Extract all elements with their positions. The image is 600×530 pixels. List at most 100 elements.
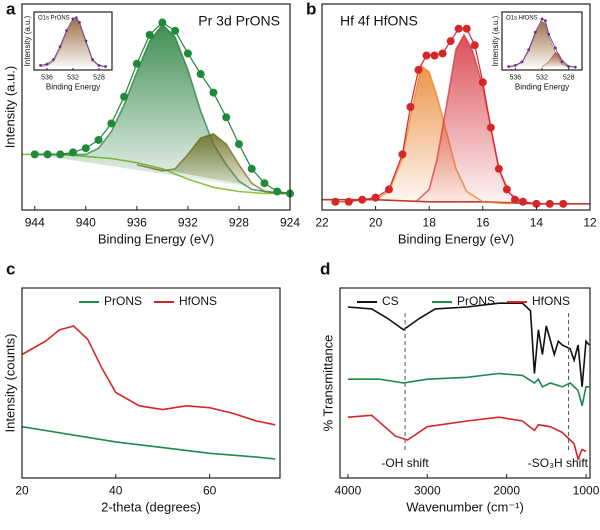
- data-point: [486, 123, 495, 132]
- data-point: [78, 21, 81, 24]
- data-point: [454, 24, 463, 33]
- x-tick-label: 12: [583, 215, 597, 229]
- x-tick-label: 536: [509, 75, 521, 82]
- x-tick-label: 528: [93, 75, 105, 82]
- x-tick-label: 924: [280, 215, 300, 229]
- x-tick-label: 928: [229, 215, 249, 229]
- peak-area: [136, 133, 290, 194]
- data-point: [74, 16, 78, 20]
- data-point: [171, 26, 180, 35]
- legend-label: HfONS: [532, 294, 570, 308]
- data-point: [331, 197, 340, 206]
- data-point: [494, 164, 503, 173]
- x-tick-label: 932: [178, 215, 198, 229]
- data-point: [132, 59, 141, 68]
- data-point: [30, 150, 39, 159]
- y-axis-label: Intensity (a.u.): [3, 66, 18, 148]
- data-point: [422, 51, 431, 60]
- x-axis-label: Binding Energy: [515, 83, 569, 92]
- x-tick-label: 20: [15, 483, 29, 497]
- data-point: [478, 78, 487, 87]
- data-point: [406, 103, 415, 111]
- data-point: [470, 41, 479, 50]
- data-point: [69, 148, 78, 157]
- x-tick-label: 1000: [573, 483, 600, 497]
- panel-title: Hf 4f HfONS: [340, 13, 418, 29]
- x-tick-label: 944: [25, 215, 45, 229]
- data-point: [502, 185, 511, 194]
- x-tick-label: 60: [203, 483, 217, 497]
- plot-frame: [339, 287, 591, 479]
- data-point: [573, 65, 577, 69]
- data-point: [183, 49, 192, 58]
- data-point: [385, 185, 393, 194]
- x-tick-label: 532: [67, 75, 79, 82]
- data-point: [547, 32, 551, 36]
- data-point: [52, 58, 55, 61]
- data-point: [158, 18, 167, 27]
- data-point: [414, 65, 423, 74]
- series-line: [136, 132, 290, 195]
- y-axis-label: Intensity (a.u.): [491, 15, 500, 66]
- data-point: [344, 197, 353, 206]
- annotation: -SO₃H shift: [528, 456, 589, 470]
- plot-frame: [21, 287, 281, 479]
- data-point: [462, 24, 471, 33]
- y-axis-label: Intensity (a.u.): [23, 15, 32, 66]
- data-point: [398, 150, 407, 159]
- panel-label: c: [6, 259, 15, 278]
- data-point: [430, 51, 439, 60]
- peak-area: [34, 24, 290, 194]
- data-point: [520, 60, 524, 64]
- x-tick-label: 528: [563, 75, 575, 82]
- x-tick-label: 14: [530, 215, 544, 229]
- annotation: -OH shift: [381, 456, 429, 470]
- x-tick-label: 536: [41, 75, 53, 82]
- data-point: [91, 58, 94, 61]
- panel-label: b: [306, 0, 316, 18]
- data-point: [446, 37, 455, 46]
- x-axis-label: Binding Energy (eV): [98, 231, 214, 246]
- data-point: [559, 199, 568, 208]
- x-tick-label: 4000: [335, 483, 362, 497]
- x-tick-label: 532: [536, 75, 548, 82]
- panel-title: Pr 3d PrONS: [198, 13, 280, 29]
- data-point: [567, 65, 571, 68]
- data-point: [507, 65, 511, 68]
- x-tick-label: 2000: [493, 483, 520, 497]
- x-tick-label: 40: [109, 483, 123, 497]
- series-line: [347, 372, 590, 407]
- data-point: [273, 187, 282, 196]
- panel-label: a: [6, 0, 16, 18]
- series-line: [21, 325, 276, 426]
- data-point: [120, 92, 129, 101]
- x-axis-label: Binding Energy (eV): [398, 231, 514, 246]
- data-point: [247, 164, 256, 173]
- data-point: [371, 193, 380, 202]
- data-point: [43, 150, 52, 159]
- data-point: [71, 17, 75, 21]
- data-point: [234, 140, 243, 149]
- legend-label: PrONS: [104, 294, 142, 308]
- peak-area: [542, 52, 576, 68]
- x-tick-label: 22: [315, 215, 329, 229]
- y-axis-label: Intensity (counts): [3, 334, 18, 433]
- legend-label: PrONS: [457, 294, 495, 308]
- data-point: [81, 144, 90, 153]
- series-line: [347, 302, 590, 387]
- data-point: [540, 17, 544, 21]
- plot-frame: [321, 3, 591, 211]
- data-point: [39, 63, 42, 67]
- legend-label: HfONS: [179, 294, 217, 308]
- plot-frame: [21, 3, 291, 211]
- data-point: [545, 199, 554, 208]
- series-line: [347, 414, 587, 462]
- series-line: [40, 18, 106, 68]
- x-axis-label: Binding Energy: [46, 83, 100, 92]
- data-point: [532, 199, 541, 208]
- y-axis-label: % Transmittance: [321, 335, 336, 432]
- data-point: [222, 113, 231, 122]
- legend-label: CS: [382, 294, 399, 308]
- data-point: [543, 19, 547, 23]
